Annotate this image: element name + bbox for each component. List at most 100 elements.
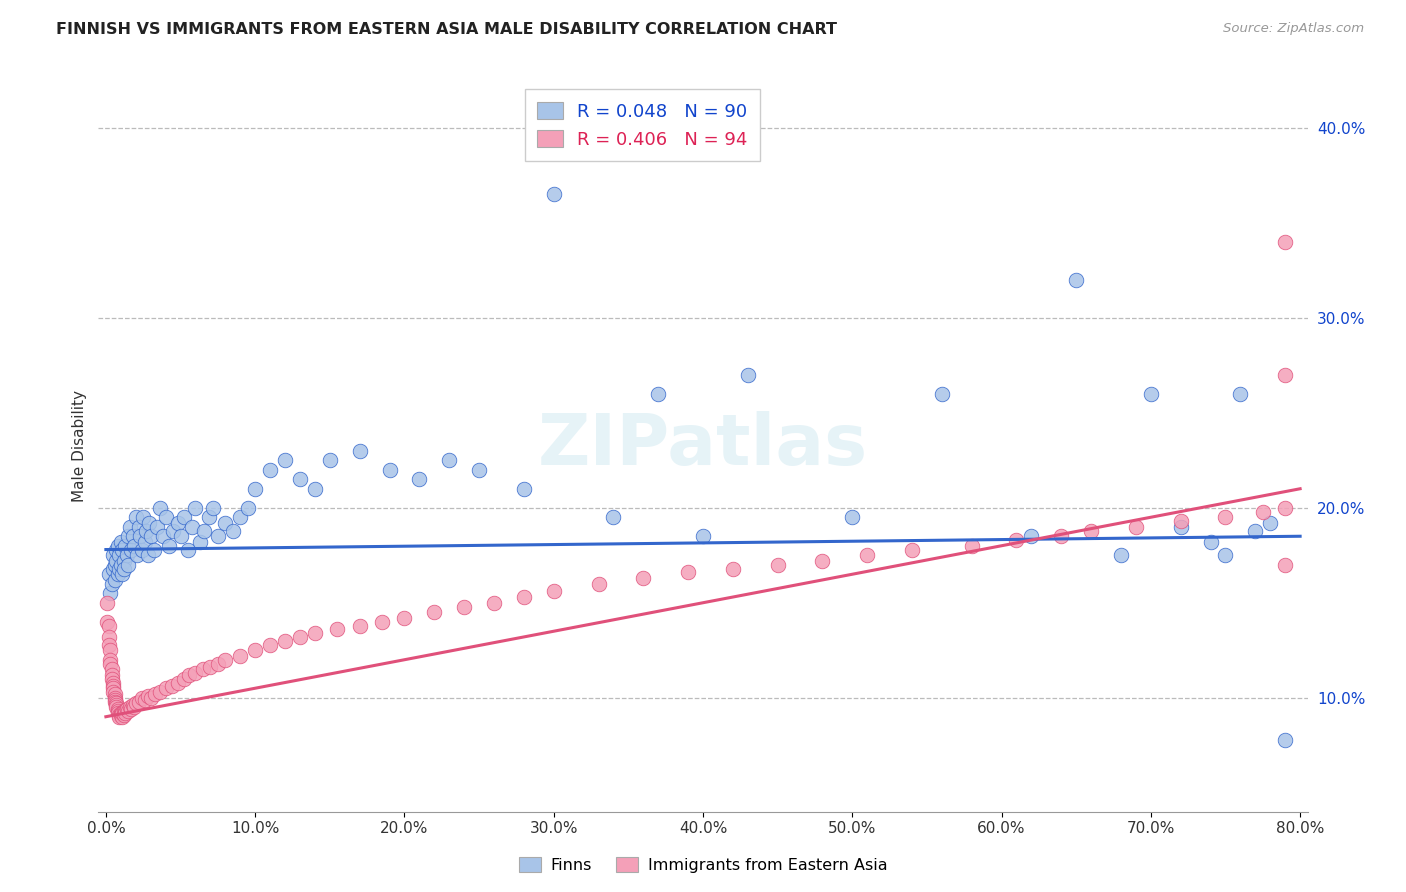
Point: [543, 584, 565, 599]
Point: [1215, 548, 1237, 562]
Point: [98, 653, 121, 667]
Point: [149, 685, 172, 699]
Point: [901, 542, 924, 557]
Point: [97, 630, 120, 644]
Point: [1170, 514, 1192, 528]
Point: [101, 576, 124, 591]
Point: [104, 692, 127, 706]
Point: [110, 707, 132, 722]
Point: [122, 700, 145, 714]
Legend: R = 0.048   N = 90, R = 0.406   N = 94: R = 0.048 N = 90, R = 0.406 N = 94: [524, 89, 761, 161]
Point: [960, 539, 983, 553]
Point: [101, 672, 124, 686]
Point: [134, 535, 156, 549]
Point: [184, 500, 207, 515]
Point: [107, 539, 129, 553]
Point: [737, 368, 759, 382]
Point: [111, 542, 134, 557]
Point: [160, 679, 183, 693]
Point: [107, 704, 129, 718]
Point: [207, 529, 229, 543]
Point: [513, 590, 536, 604]
Point: [931, 386, 953, 401]
Point: [105, 698, 128, 713]
Point: [721, 561, 744, 575]
Point: [98, 643, 121, 657]
Point: [103, 685, 125, 699]
Point: [1199, 535, 1222, 549]
Point: [198, 510, 221, 524]
Point: [139, 529, 162, 543]
Point: [122, 539, 145, 553]
Point: [378, 463, 401, 477]
Point: [319, 453, 342, 467]
Point: [128, 520, 150, 534]
Point: [1251, 504, 1274, 518]
Point: [96, 596, 118, 610]
Point: [482, 596, 505, 610]
Point: [181, 520, 204, 534]
Point: [222, 524, 245, 538]
Point: [157, 539, 180, 553]
Point: [439, 453, 461, 467]
Point: [128, 694, 150, 708]
Point: [96, 615, 118, 629]
Point: [120, 542, 142, 557]
Point: [274, 633, 297, 648]
Point: [136, 548, 159, 562]
Point: [288, 630, 311, 644]
Point: [134, 692, 156, 706]
Point: [110, 535, 132, 549]
Point: [117, 529, 139, 543]
Point: [118, 700, 141, 714]
Point: [108, 710, 131, 724]
Point: [103, 561, 125, 575]
Point: [468, 463, 491, 477]
Point: [243, 643, 266, 657]
Point: [856, 548, 879, 562]
Point: [633, 571, 655, 585]
Point: [676, 566, 699, 580]
Point: [173, 672, 195, 686]
Point: [1274, 558, 1296, 572]
Point: [145, 520, 167, 534]
Point: [423, 605, 446, 619]
Point: [513, 482, 536, 496]
Point: [103, 679, 125, 693]
Point: [274, 453, 297, 467]
Point: [1215, 510, 1237, 524]
Point: [97, 618, 120, 632]
Point: [841, 510, 863, 524]
Point: [98, 586, 121, 600]
Point: [1125, 520, 1147, 534]
Point: [121, 529, 143, 543]
Point: [103, 548, 125, 562]
Point: [1021, 529, 1043, 543]
Point: [138, 516, 160, 530]
Point: [602, 510, 624, 524]
Point: [166, 675, 188, 690]
Point: [132, 510, 155, 524]
Point: [1229, 386, 1251, 401]
Point: [1274, 235, 1296, 249]
Point: [129, 529, 152, 543]
Point: [155, 510, 177, 524]
Point: [105, 554, 128, 568]
Point: [193, 524, 215, 538]
Point: [214, 516, 236, 530]
Point: [127, 548, 149, 562]
Point: [326, 623, 349, 637]
Point: [304, 482, 326, 496]
Point: [200, 660, 222, 674]
Point: [107, 706, 129, 720]
Point: [103, 681, 125, 696]
Point: [101, 662, 124, 676]
Point: [1140, 386, 1163, 401]
Point: [104, 573, 127, 587]
Point: [188, 535, 211, 549]
Point: [1274, 368, 1296, 382]
Point: [121, 698, 143, 713]
Point: [202, 500, 225, 515]
Point: [111, 710, 134, 724]
Point: [125, 697, 148, 711]
